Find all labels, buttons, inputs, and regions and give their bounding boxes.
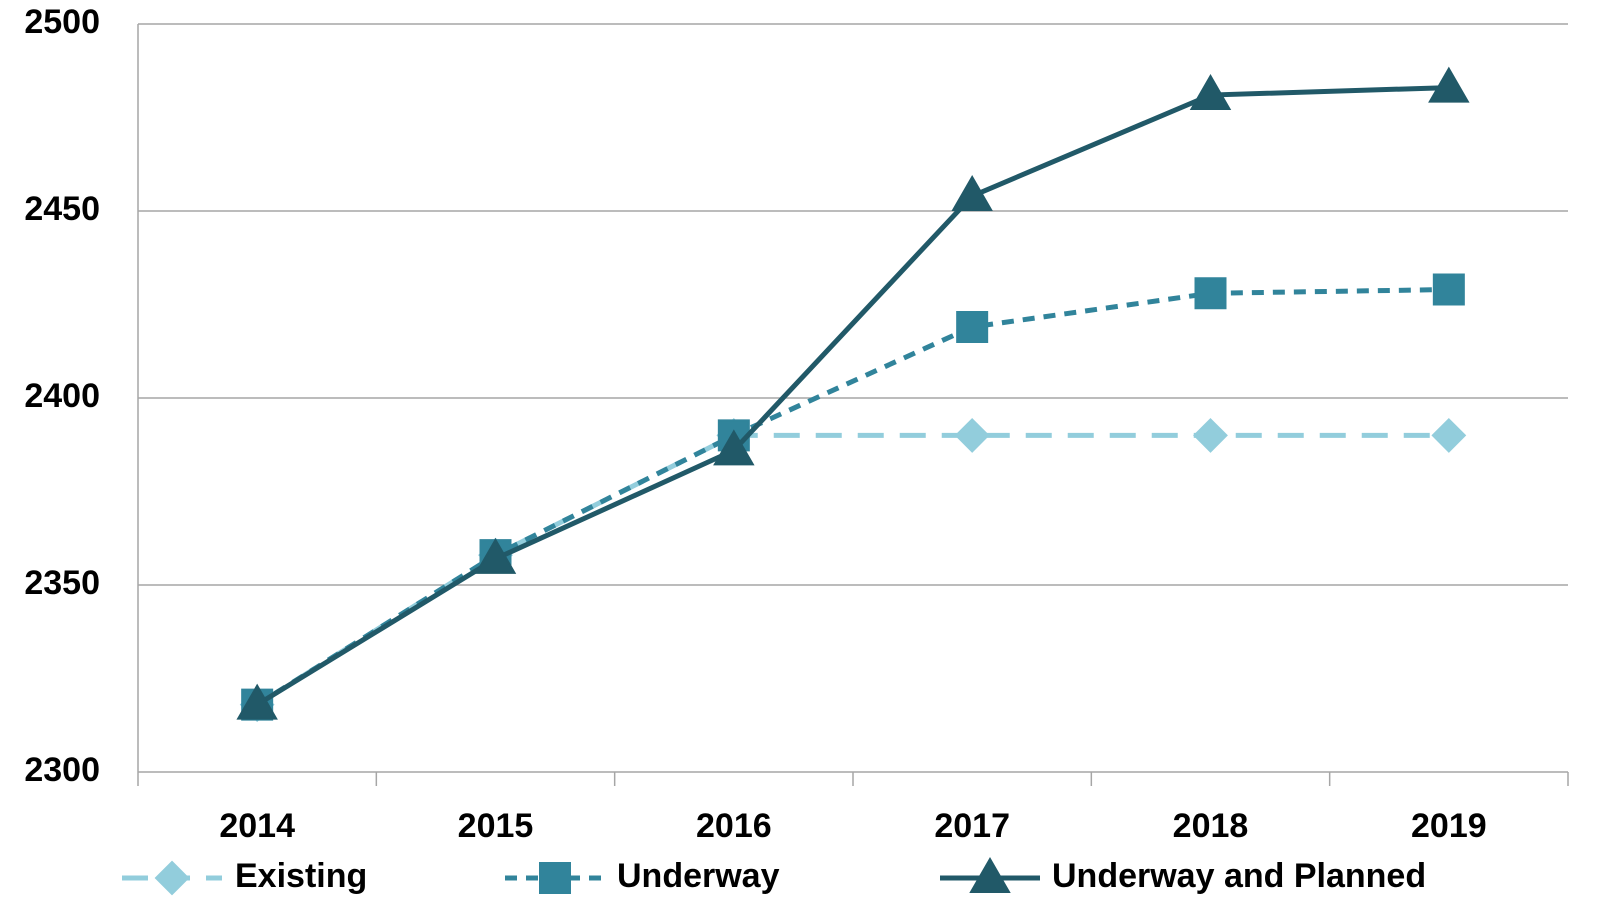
series-line	[255, 85, 1449, 707]
marker	[1431, 417, 1467, 453]
series-line	[255, 287, 1449, 707]
y-tick-label: 2450	[24, 190, 100, 228]
marker	[951, 175, 993, 212]
x-tick-label: 2017	[934, 807, 1010, 845]
marker	[954, 417, 990, 453]
marker	[154, 860, 190, 896]
y-tick-label: 2400	[24, 377, 100, 415]
marker	[539, 862, 571, 894]
x-tick-label: 2016	[696, 807, 772, 845]
marker	[1428, 66, 1470, 103]
marker	[969, 856, 1011, 893]
marker	[956, 310, 989, 343]
marker	[236, 683, 278, 720]
marker	[1432, 273, 1465, 306]
y-tick-label: 2500	[24, 3, 100, 41]
x-tick-label: 2014	[219, 807, 295, 845]
y-tick-label: 2300	[24, 751, 100, 789]
legend-label: Underway	[617, 857, 780, 895]
legend-label: Underway and Planned	[1052, 857, 1426, 895]
y-tick-label: 2350	[24, 564, 100, 602]
marker	[1193, 417, 1228, 453]
marker	[713, 429, 755, 466]
x-tick-label: 2018	[1173, 807, 1249, 845]
marker	[1189, 74, 1232, 111]
legend-label: Existing	[235, 857, 367, 895]
marker	[1194, 277, 1227, 310]
x-tick-label: 2019	[1411, 807, 1487, 845]
marker	[474, 537, 517, 574]
series-line	[255, 432, 1449, 707]
x-tick-label: 2015	[458, 807, 534, 845]
